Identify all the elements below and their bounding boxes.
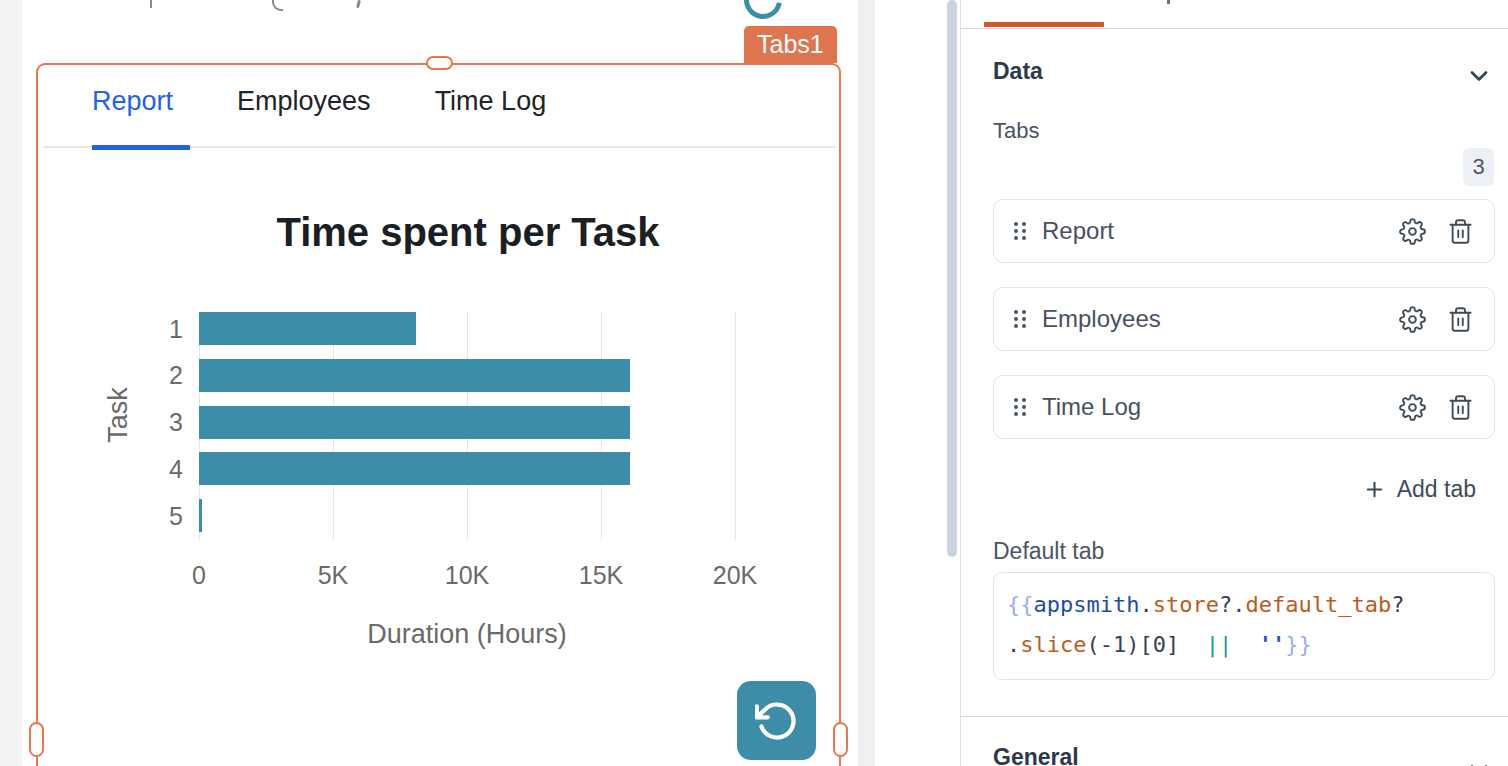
- x-axis-title: Duration (Hours): [267, 619, 667, 650]
- default-tab-label: Default tab: [993, 538, 1104, 565]
- bar-task-4: [199, 452, 630, 485]
- clipped-text-fragment: [272, 0, 283, 11]
- tab-item-label: Report: [1042, 217, 1114, 245]
- section-divider: [961, 716, 1508, 717]
- bar-task-2: [199, 359, 630, 392]
- resize-handle-top[interactable]: [426, 56, 453, 70]
- pane-tabbar-divider: [961, 28, 1508, 29]
- y-axis-title: Task: [103, 385, 133, 445]
- tab-list-item-report[interactable]: Report: [993, 199, 1495, 263]
- add-tab-button[interactable]: Add tab: [1363, 476, 1476, 503]
- tabs-widget: Report Employees Time Log Time spent per T…: [36, 63, 841, 766]
- gear-icon[interactable]: [1399, 394, 1426, 421]
- tabs-count-badge: 3: [1463, 148, 1494, 186]
- bar-task-3: [199, 406, 630, 439]
- tab-list-item-time-log[interactable]: Time Log: [993, 375, 1495, 439]
- x-tick-label: 10K: [427, 561, 507, 590]
- drag-handle-icon[interactable]: [1014, 310, 1026, 328]
- x-tick-label: 15K: [561, 561, 641, 590]
- refresh-icon-clipped[interactable]: [737, 0, 790, 26]
- bar-task-1: [199, 312, 416, 345]
- widget-tab-time-log[interactable]: Time Log: [435, 86, 547, 117]
- add-tab-label: Add tab: [1397, 476, 1476, 503]
- clipped-text-fragment: [150, 0, 152, 8]
- y-tick-label: 5: [143, 502, 183, 531]
- tab-item-label: Employees: [1042, 305, 1161, 333]
- editor-left-gutter: [0, 0, 22, 766]
- clipped-text-fragment: [1167, 0, 1170, 4]
- rotate-ccw-icon: [755, 699, 799, 743]
- property-pane-scrollbar[interactable]: [947, 0, 957, 557]
- y-tick-label: 2: [143, 361, 183, 390]
- plus-icon: [1363, 478, 1386, 501]
- section-header-data: Data: [993, 58, 1043, 85]
- y-tick-label: 3: [143, 408, 183, 437]
- bar-task-5: [199, 499, 202, 532]
- widget-tab-report[interactable]: Report: [92, 86, 173, 117]
- gridline: [735, 312, 736, 540]
- resize-handle-left[interactable]: [29, 722, 44, 757]
- y-tick-label: 1: [143, 315, 183, 344]
- chevron-down-icon[interactable]: [1465, 62, 1493, 90]
- x-tick-label: 20K: [695, 561, 775, 590]
- widget-name-tag[interactable]: Tabs1: [744, 26, 837, 63]
- refresh-button[interactable]: [737, 681, 816, 760]
- trash-icon[interactable]: [1447, 218, 1474, 245]
- drag-handle-icon[interactable]: [1014, 222, 1026, 240]
- widget-tab-bar: Report Employees Time Log: [92, 86, 546, 117]
- widget-tab-employees[interactable]: Employees: [237, 86, 371, 117]
- active-tab-underline: [92, 145, 190, 150]
- resize-handle-right[interactable]: [833, 722, 848, 757]
- tabs-field-label: Tabs: [993, 118, 1039, 144]
- section-header-general: General: [993, 744, 1079, 766]
- trash-icon[interactable]: [1447, 306, 1474, 333]
- x-tick-label: 5K: [293, 561, 373, 590]
- trash-icon[interactable]: [1447, 394, 1474, 421]
- tab-item-label: Time Log: [1042, 393, 1141, 421]
- canvas-right-gutter: [858, 0, 875, 766]
- chart-title: Time spent per Task: [168, 210, 768, 255]
- x-tick-label: 0: [159, 561, 239, 590]
- pane-active-tab-underline[interactable]: [984, 22, 1104, 27]
- y-tick-label: 4: [143, 455, 183, 484]
- gear-icon[interactable]: [1399, 218, 1426, 245]
- property-pane: Data Tabs 3 Report Employees Time Log Add …: [960, 0, 1508, 766]
- gear-icon[interactable]: [1399, 306, 1426, 333]
- drag-handle-icon[interactable]: [1014, 398, 1026, 416]
- tab-list-item-employees[interactable]: Employees: [993, 287, 1495, 351]
- chevron-down-icon[interactable]: [1465, 756, 1493, 766]
- chart-plot-area: [199, 312, 735, 540]
- clipped-text-fragment: [356, 0, 361, 8]
- default-tab-code-input[interactable]: {{appsmith.store?.default_tab?.slice(-1)…: [993, 572, 1495, 680]
